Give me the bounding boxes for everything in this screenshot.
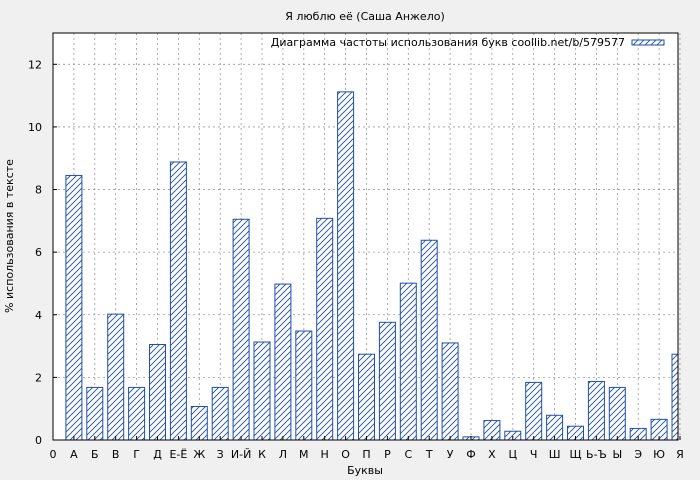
y-axis: 0 2 4 6 8 10 12 (28, 58, 57, 447)
x-origin-label: 0 (50, 448, 57, 461)
bar (399, 282, 417, 441)
x-tick-label: Ч (530, 448, 538, 461)
bar (671, 353, 679, 441)
bar (316, 217, 334, 441)
x-tick-label: П (362, 448, 370, 461)
y-axis-label: % использования в тексте (3, 159, 16, 313)
x-tick-label: Щ (569, 448, 581, 461)
bar (441, 342, 459, 441)
bar (358, 353, 375, 441)
x-tick-label: М (299, 448, 309, 461)
bar (274, 283, 292, 441)
x-tick-label: Ц (509, 448, 518, 461)
y-tick-label: 6 (35, 246, 42, 259)
bar (149, 344, 166, 441)
x-tick-label: Н (321, 448, 329, 461)
x-tick-label: Д (153, 448, 162, 461)
bar (253, 341, 271, 441)
y-tick-label: 0 (35, 434, 42, 447)
x-tick-label: К (258, 448, 266, 461)
bar (587, 380, 605, 441)
bar (107, 313, 125, 441)
bar (190, 406, 208, 441)
bar (211, 386, 229, 441)
bar (525, 381, 543, 441)
y-tick-label: 2 (35, 371, 42, 384)
legend-swatch (631, 39, 665, 46)
x-axis-label: Буквы (347, 464, 383, 477)
grid-lines (53, 33, 681, 440)
x-tick-label: Р (384, 448, 391, 461)
x-tick-label: Г (133, 448, 140, 461)
x-tick-label: У (447, 448, 454, 461)
y-tick-label: 4 (35, 309, 42, 322)
y-tick-label: 8 (35, 184, 42, 197)
bar (608, 386, 626, 441)
y-tick-label: 12 (28, 58, 42, 71)
x-axis: 0 А Б В Г Д Е-Ё Ж З И-Й К Л М Н О П Р С Т У Ф Х Ц Ч Ш Щ Ь-Ъ Ы Э Ю Я (50, 436, 684, 461)
bar (65, 174, 83, 441)
plot-frame (52, 32, 679, 441)
x-tick-label: Ы (612, 448, 622, 461)
x-tick-label: О (341, 448, 350, 461)
y-tick-label: 10 (28, 121, 42, 134)
bar (169, 161, 187, 441)
legend-label: Диаграмма частоты использования букв coo… (271, 36, 625, 49)
bar (128, 386, 146, 441)
legend: Диаграмма частоты использования букв coo… (271, 36, 665, 49)
chart-title: Я люблю её (Саша Анжело) (285, 10, 445, 23)
x-tick-label: Я (676, 448, 684, 461)
x-tick-label: Т (425, 448, 433, 461)
x-tick-label: Ю (653, 448, 665, 461)
bar (420, 239, 438, 441)
x-tick-label: Б (91, 448, 99, 461)
bar (232, 218, 250, 441)
x-tick-label: Х (488, 448, 496, 461)
x-tick-label: А (70, 448, 78, 461)
x-tick-label: З (217, 448, 224, 461)
x-tick-label: С (404, 448, 412, 461)
x-tick-label: Е-Ё (169, 448, 187, 461)
bar (86, 386, 104, 441)
bar (378, 321, 396, 441)
x-tick-label: Ш (549, 448, 561, 461)
x-tick-label: Ж (193, 448, 205, 461)
x-tick-label: Ф (466, 448, 475, 461)
bar (295, 330, 313, 441)
x-tick-label: В (112, 448, 120, 461)
x-tick-label: Л (279, 448, 287, 461)
x-tick-label: И-Й (231, 448, 251, 461)
x-tick-label: Э (634, 448, 642, 461)
bar (337, 91, 355, 441)
x-tick-label: Ь-Ъ (586, 448, 607, 461)
